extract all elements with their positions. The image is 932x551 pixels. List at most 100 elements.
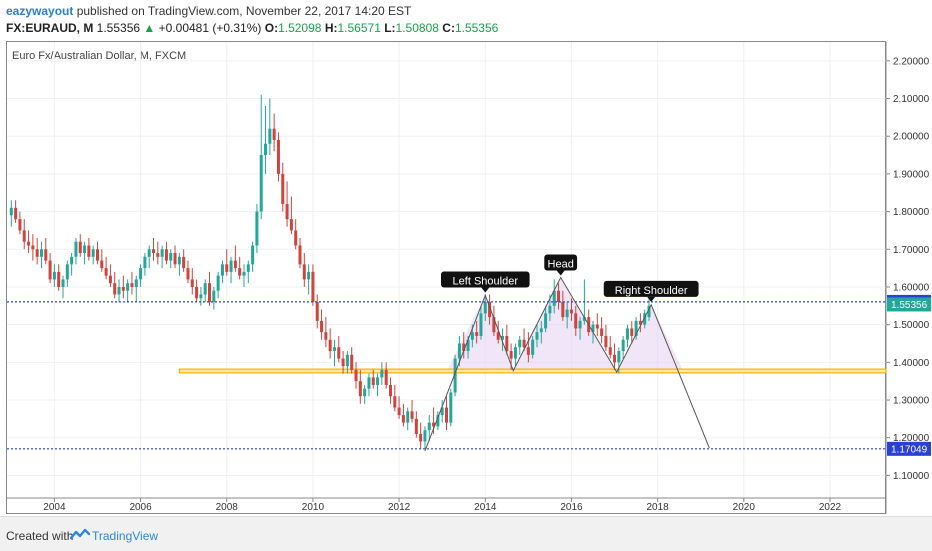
candle-body — [625, 328, 629, 340]
candle-body — [513, 347, 517, 359]
candle — [324, 317, 328, 348]
candle-body — [457, 343, 461, 359]
candle-body — [315, 302, 319, 321]
candle — [289, 196, 293, 235]
price-axis-label-text: 1.55356 — [891, 300, 928, 311]
candle — [268, 98, 272, 156]
candle-body — [505, 335, 509, 352]
candle — [294, 219, 298, 250]
symbol-line: FX:EURAUD, M 1.55356 ▲ +0.00481 (+0.31%)… — [6, 21, 498, 35]
candle-body — [548, 305, 552, 314]
publish-info: published on TradingView.com, November 2… — [76, 4, 412, 18]
x-tick-label: 2006 — [129, 502, 152, 513]
candle-body — [595, 324, 599, 329]
candle-body — [160, 249, 164, 257]
candle-body — [444, 407, 449, 423]
candle — [104, 256, 108, 280]
candle-body — [70, 256, 74, 265]
candle-body — [246, 264, 250, 272]
candle-body — [233, 260, 237, 269]
candle — [18, 211, 22, 235]
candle-body — [518, 339, 522, 348]
created-with-text: Created with — [6, 529, 74, 543]
candle-body — [83, 245, 87, 254]
candle-body — [195, 286, 199, 299]
candle-body — [281, 173, 285, 205]
candle — [388, 377, 392, 404]
author-link[interactable]: eazywayout — [6, 4, 74, 18]
candle — [169, 249, 173, 269]
candle-body — [259, 155, 263, 212]
x-tick-label: 2022 — [819, 502, 842, 513]
candle — [264, 106, 268, 174]
candle — [522, 328, 526, 352]
candle — [151, 237, 156, 261]
candle — [440, 400, 444, 423]
candle-body — [74, 241, 78, 257]
x-tick-label: 2016 — [560, 502, 583, 513]
chart-frame[interactable] — [6, 41, 886, 514]
candle — [220, 260, 224, 284]
candle-body — [604, 335, 608, 348]
price-chart[interactable]: Left Shoulder Head Right Shoulder 1.10000 1.… — [0, 0, 932, 516]
candle-body — [350, 354, 354, 370]
candle-body — [311, 271, 315, 303]
candle — [595, 313, 599, 336]
y-tick-label: 1.50000 — [893, 320, 930, 331]
candle-body — [427, 422, 431, 431]
candle-body — [488, 302, 492, 318]
price-axis-label: 1.17049 — [887, 441, 931, 456]
candle — [182, 249, 186, 272]
candle — [401, 403, 405, 427]
candle — [419, 422, 423, 450]
candle-body — [531, 339, 535, 355]
candle-body — [173, 253, 177, 265]
candle-body — [608, 347, 612, 355]
candle — [535, 324, 539, 348]
candle — [462, 332, 466, 359]
y-tick-label: 1.30000 — [893, 396, 930, 407]
candle-body — [225, 264, 229, 272]
candle — [578, 317, 582, 340]
candle — [354, 362, 358, 389]
candle-body — [57, 271, 61, 287]
publish-line: eazywayout published on TradingView.com,… — [6, 4, 411, 18]
candle-body — [414, 418, 418, 434]
candle — [143, 253, 147, 276]
candle — [251, 241, 255, 272]
candle — [52, 264, 56, 287]
candle — [164, 241, 168, 265]
candle — [78, 234, 82, 257]
y-tick-label: 1.90000 — [893, 169, 930, 180]
candle — [190, 268, 194, 295]
candle-body — [229, 260, 233, 272]
candle-body — [539, 328, 543, 333]
candle-body — [557, 290, 561, 303]
candle — [406, 407, 410, 431]
close-value: 1.55356 — [454, 21, 499, 35]
candle — [91, 245, 95, 265]
candle — [276, 132, 280, 182]
candle — [126, 279, 130, 303]
candle — [501, 328, 505, 352]
candle-body — [238, 268, 242, 276]
candle — [203, 279, 207, 303]
candle-body — [264, 143, 268, 156]
tradingview-logo-icon[interactable] — [70, 528, 90, 542]
candle-body — [35, 249, 39, 257]
candle — [320, 309, 324, 340]
candle-body — [151, 249, 156, 254]
candle — [634, 317, 638, 340]
x-tick-label: 2014 — [474, 502, 497, 513]
candle — [436, 411, 440, 431]
candle — [74, 237, 78, 265]
annotation-pointer — [481, 287, 490, 293]
tradingview-brand[interactable]: TradingView — [92, 529, 159, 543]
candle-body — [432, 422, 436, 427]
candle-body — [65, 264, 69, 280]
candle — [195, 279, 199, 303]
candle — [48, 253, 52, 284]
candle — [186, 260, 190, 284]
candle — [393, 384, 397, 412]
candle — [285, 181, 289, 227]
